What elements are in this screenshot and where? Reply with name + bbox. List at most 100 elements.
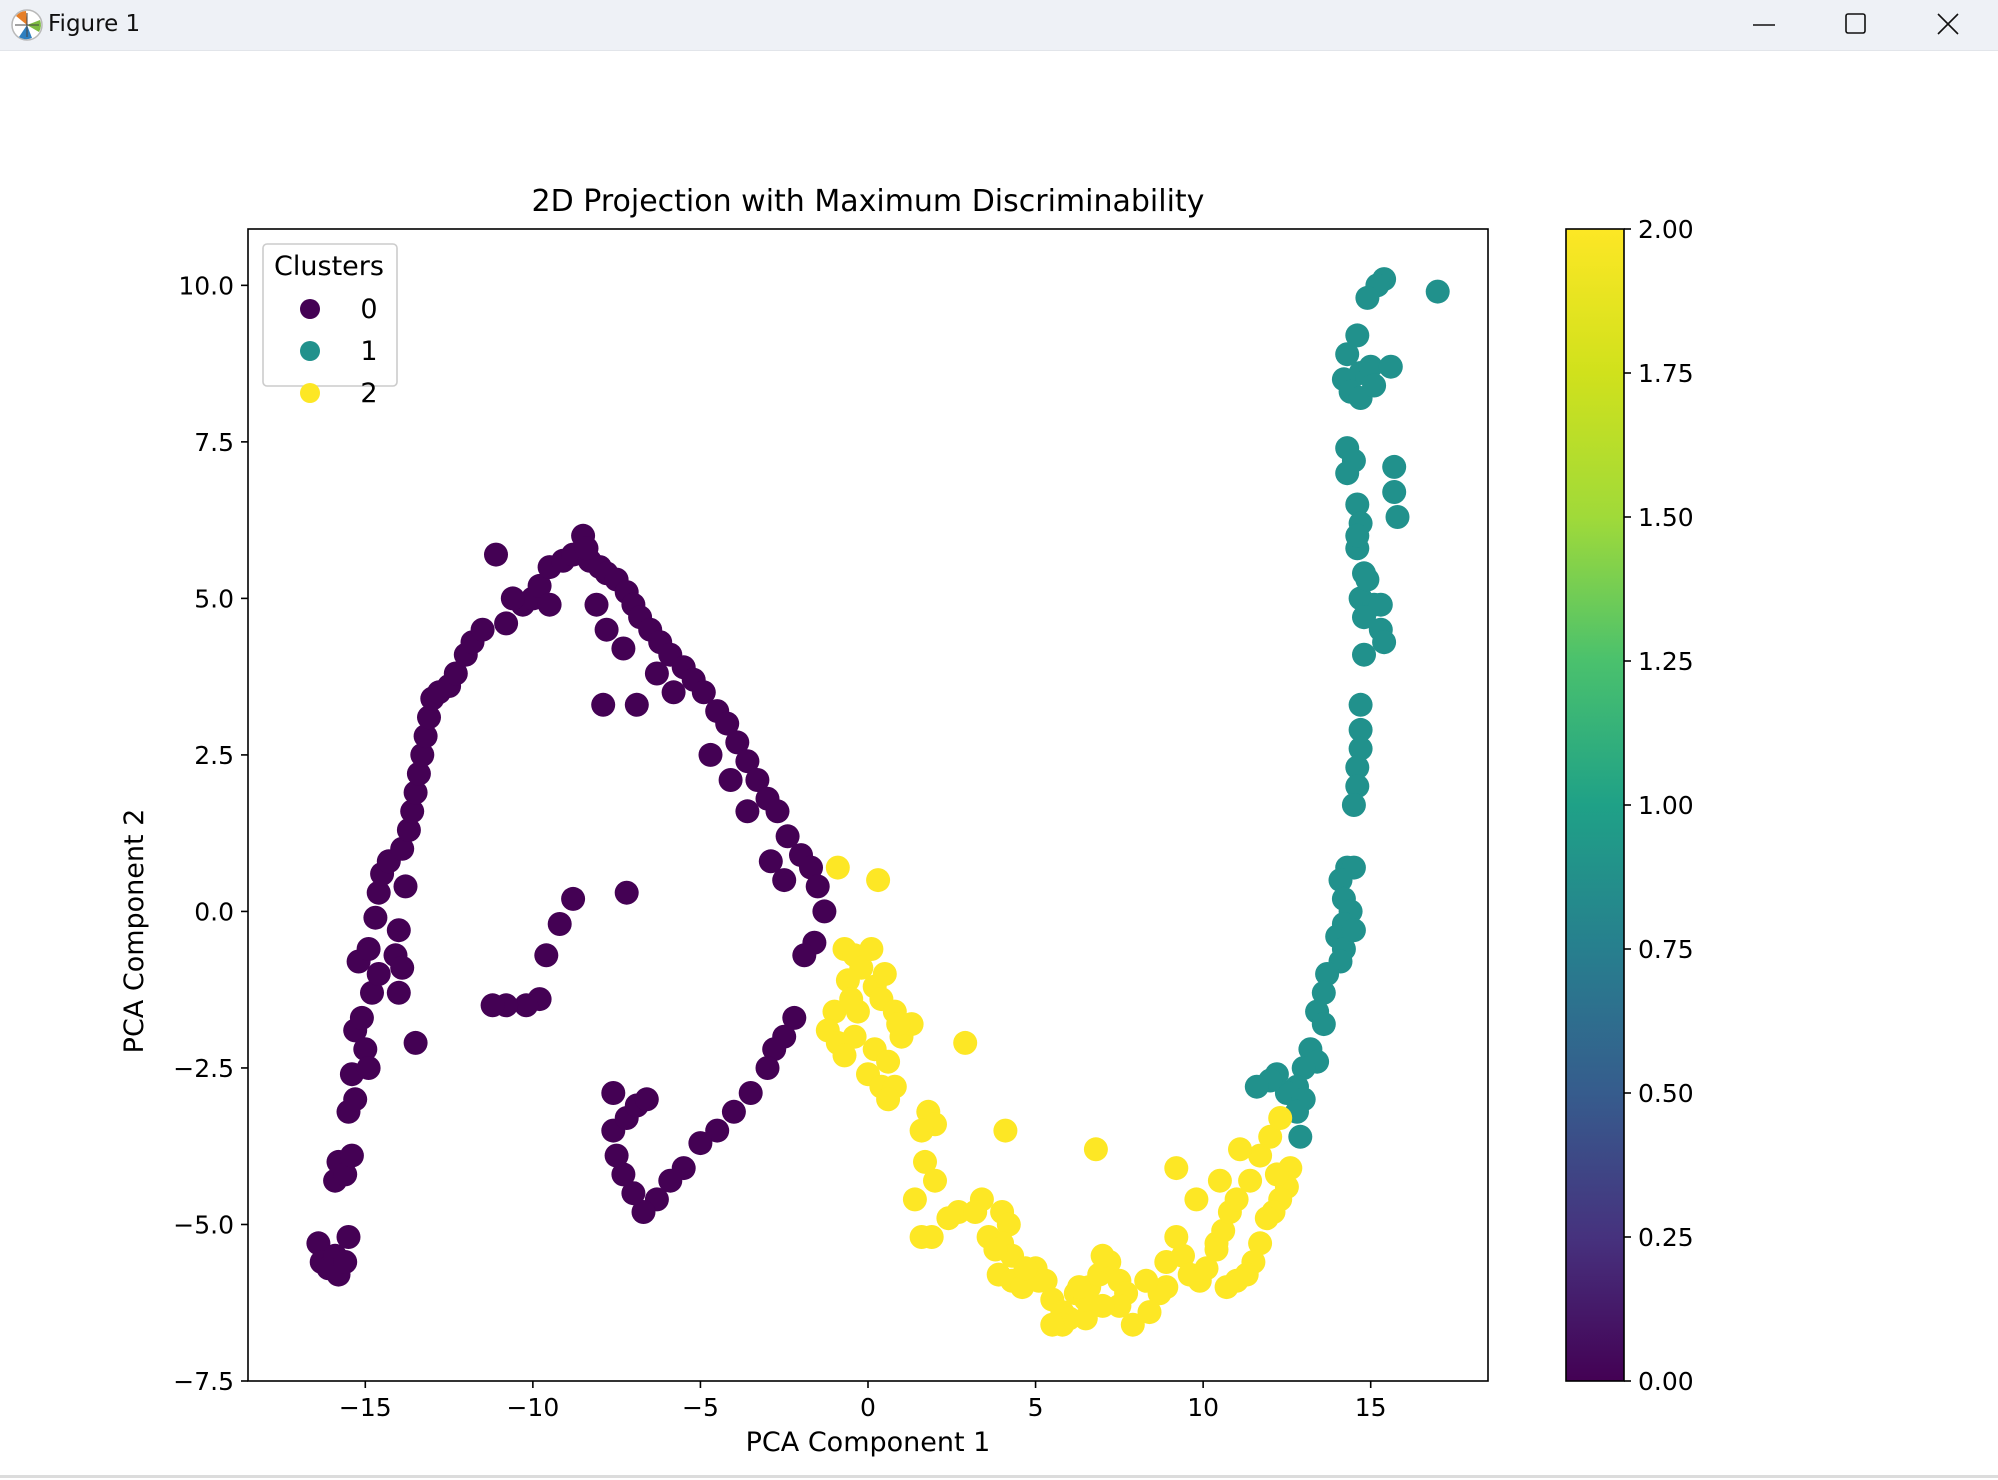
point-cluster0-95 — [611, 1162, 636, 1187]
point-cluster2-0 — [825, 855, 850, 880]
point-cluster1-60 — [1335, 461, 1360, 486]
point-cluster1-28 — [1352, 642, 1376, 667]
point-cluster0-50 — [527, 573, 552, 598]
point-cluster1-62 — [1355, 567, 1380, 592]
point-cluster0-28 — [390, 955, 415, 980]
point-cluster2-98 — [859, 937, 884, 961]
point-cluster1-25 — [1352, 605, 1376, 630]
point-cluster0-116 — [661, 680, 686, 705]
y-tick-label: −7.5 — [173, 1367, 234, 1396]
point-cluster0-111 — [584, 592, 609, 617]
legend-box — [262, 243, 398, 387]
window-bottom-edge — [0, 1475, 1998, 1478]
maximize-button[interactable] — [1812, 0, 1902, 50]
point-cluster2-38 — [919, 1225, 944, 1249]
point-cluster1-17 — [1385, 505, 1410, 529]
point-cluster0-9 — [333, 1162, 358, 1187]
point-cluster0-29 — [386, 980, 411, 1005]
point-cluster1-44 — [1315, 962, 1340, 986]
point-cluster1-37 — [1328, 868, 1353, 893]
point-cluster0-6 — [336, 1225, 361, 1249]
point-cluster2-70 — [1248, 1143, 1273, 1168]
point-cluster0-120 — [758, 849, 783, 874]
point-cluster0-110 — [403, 1030, 428, 1055]
point-cluster1-47 — [1311, 1012, 1336, 1037]
point-cluster1-7 — [1358, 354, 1383, 379]
x-tick-label: 10 — [1187, 1393, 1219, 1422]
point-cluster0-123 — [537, 592, 562, 617]
point-cluster0-37 — [413, 724, 438, 749]
legend-label-2: 2 — [360, 378, 377, 409]
point-cluster2-77 — [1254, 1206, 1279, 1231]
point-cluster0-122 — [591, 692, 616, 717]
point-cluster2-25 — [953, 1030, 978, 1055]
point-cluster0-104 — [561, 886, 586, 911]
point-cluster2-104 — [936, 1206, 961, 1231]
point-cluster0-69 — [715, 711, 740, 736]
point-cluster0-93 — [631, 1200, 656, 1224]
point-cluster2-21 — [876, 1087, 901, 1112]
point-cluster2-33 — [996, 1212, 1021, 1237]
close-button[interactable] — [1904, 0, 1994, 50]
point-cluster0-12 — [343, 1087, 368, 1112]
point-cluster0-75 — [775, 824, 800, 849]
point-cluster0-114 — [624, 692, 649, 717]
legend-label-0: 0 — [360, 294, 377, 325]
point-cluster1-12 — [1362, 373, 1387, 398]
point-cluster0-17 — [356, 1056, 381, 1080]
point-cluster1-27 — [1372, 630, 1397, 655]
chart-title: 2D Projection with Maximum Discriminabil… — [532, 184, 1205, 219]
point-cluster1-29 — [1348, 692, 1373, 717]
point-cluster2-83 — [1204, 1237, 1229, 1262]
point-cluster1-33 — [1345, 774, 1370, 799]
point-cluster2-60 — [1164, 1225, 1189, 1249]
point-cluster2-103 — [963, 1200, 988, 1224]
point-cluster1-58 — [1288, 1124, 1313, 1149]
point-cluster2-58 — [1083, 1137, 1108, 1162]
colorbar: 0.00 0.25 0.50 0.75 1.00 1.25 1.50 1.75 2.00 — [1565, 215, 1694, 1396]
point-cluster0-88 — [705, 1118, 730, 1143]
point-cluster0-101 — [634, 1087, 659, 1112]
point-cluster1-4 — [1345, 323, 1370, 348]
point-cluster0-77 — [799, 855, 823, 880]
colorbar-tick-label: 0.50 — [1638, 1079, 1694, 1108]
data-points — [306, 267, 1450, 1337]
point-cluster2-26 — [993, 1118, 1018, 1143]
point-cluster0-21 — [356, 937, 381, 961]
point-cluster2-102 — [1264, 1162, 1289, 1187]
legend-title: Clusters — [274, 251, 384, 282]
point-cluster0-72 — [745, 768, 770, 792]
point-cluster0-82 — [782, 1005, 807, 1030]
y-tick-label: −2.5 — [173, 1054, 234, 1083]
x-tick-label: 15 — [1355, 1393, 1387, 1422]
title-bar: Figure 1 — [0, 0, 1998, 51]
x-axis-ticks: −15 −10 −5 0 5 10 15 — [339, 1381, 1387, 1422]
point-cluster0-70 — [725, 730, 750, 755]
point-cluster0-15 — [349, 1005, 374, 1030]
legend: Clusters 0 1 2 — [262, 243, 398, 409]
point-cluster2-69 — [1238, 1168, 1263, 1193]
point-cluster0-26 — [386, 918, 411, 943]
point-cluster0-22 — [363, 905, 388, 930]
point-cluster2-66 — [1211, 1218, 1236, 1243]
point-cluster1-30 — [1348, 717, 1373, 742]
point-cluster2-13 — [832, 1043, 857, 1068]
minimize-button[interactable] — [1720, 0, 1810, 50]
colorbar-tick-label: 1.50 — [1638, 503, 1694, 532]
point-cluster2-99 — [872, 962, 897, 986]
point-cluster0-109 — [480, 993, 505, 1018]
point-cluster2-52 — [1107, 1293, 1132, 1318]
point-cluster0-19 — [366, 962, 391, 986]
point-cluster2-89 — [1137, 1300, 1162, 1325]
colorbar-ticks: 0.00 0.25 0.50 0.75 1.00 1.25 1.50 1.75 2.00 — [1624, 215, 1694, 1396]
point-cluster2-82 — [1214, 1275, 1239, 1300]
point-cluster2-28 — [923, 1168, 947, 1193]
colorbar-tick-label: 0.75 — [1638, 935, 1694, 964]
window-title: Figure 1 — [48, 11, 141, 37]
point-cluster0-71 — [735, 749, 760, 774]
colorbar-tick-label: 1.25 — [1638, 647, 1694, 676]
point-cluster0-119 — [735, 799, 760, 824]
point-cluster2-95 — [983, 1237, 1008, 1262]
point-cluster0-34 — [403, 780, 428, 805]
legend-label-1: 1 — [360, 336, 377, 367]
